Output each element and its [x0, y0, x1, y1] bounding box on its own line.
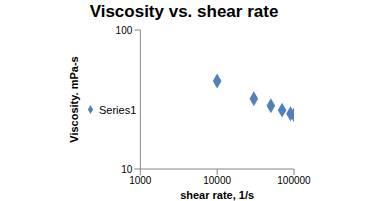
svg-text:Viscosity. mPa-s: Viscosity. mPa-s: [68, 56, 80, 142]
svg-text:100: 100: [116, 25, 133, 36]
svg-text:1000: 1000: [129, 175, 152, 186]
svg-text:shear rate, 1/s: shear rate, 1/s: [180, 189, 254, 201]
html-text:Series1: Series1: [99, 104, 137, 116]
svg-text:10000: 10000: [203, 175, 231, 186]
svg-text:10: 10: [121, 164, 133, 175]
svg-text:100000: 100000: [277, 175, 311, 186]
html-text:Viscosity vs. shear rate: Viscosity vs. shear rate: [89, 2, 279, 21]
